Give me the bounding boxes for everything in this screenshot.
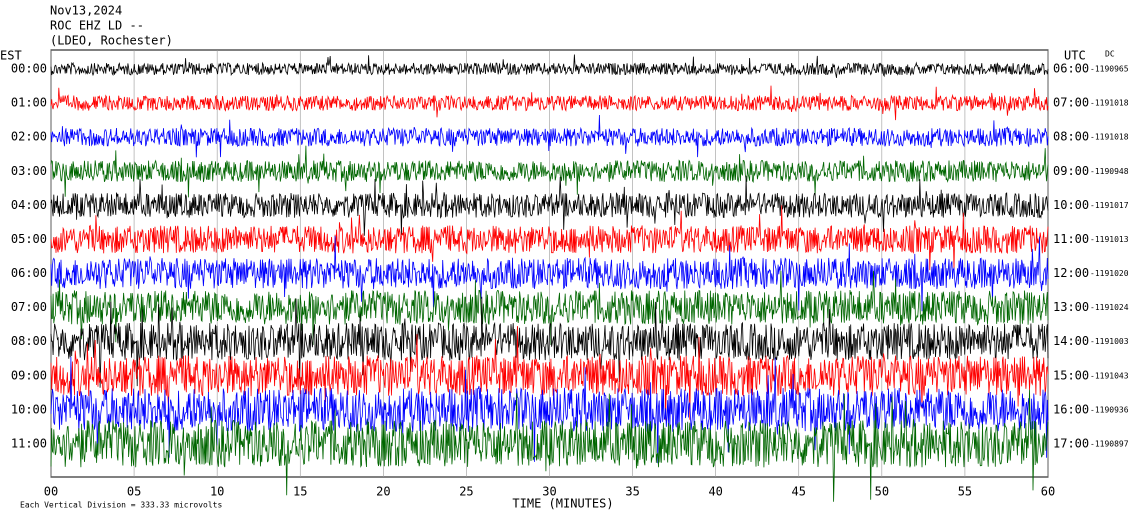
- seismic-trace: [50, 145, 1049, 198]
- seismic-trace: [50, 175, 1049, 236]
- est-label: 11:00: [11, 436, 47, 450]
- scale-note: Each Vertical Division = 333.33 microvol…: [20, 501, 222, 510]
- utc-label: 16:00: [1053, 402, 1089, 416]
- x-axis-label: TIME (MINUTES): [512, 497, 613, 511]
- utc-label: 13:00: [1053, 300, 1089, 314]
- dc-label: -1191020: [1090, 269, 1129, 278]
- seismic-trace: [50, 235, 1049, 312]
- dc-label: -1191017: [1090, 201, 1129, 210]
- seismic-trace: [50, 356, 1049, 464]
- utc-label: 17:00: [1053, 436, 1089, 450]
- utc-label: 06:00: [1053, 62, 1089, 76]
- utc-label: 14:00: [1053, 334, 1089, 348]
- dc-label: -1190936: [1090, 405, 1129, 414]
- x-tick-label: 30: [542, 485, 556, 499]
- left-axis-label: EST: [0, 49, 22, 63]
- station-label: (LDEO, Rochester): [50, 34, 173, 48]
- utc-label: 07:00: [1053, 96, 1089, 110]
- seismic-trace: [50, 114, 1049, 158]
- est-label: 05:00: [11, 232, 47, 246]
- x-tick-label: 10: [210, 485, 224, 499]
- est-label: 10:00: [11, 402, 47, 416]
- traces: [50, 54, 1049, 502]
- seismic-trace: [50, 270, 1049, 346]
- est-label: 09:00: [11, 368, 47, 382]
- x-tick-label: 45: [792, 485, 806, 499]
- x-tick-label: 15: [293, 485, 307, 499]
- utc-label: 12:00: [1053, 266, 1089, 280]
- est-label: 00:00: [11, 62, 47, 76]
- seismic-trace: [50, 325, 1049, 421]
- x-tick-label: 35: [625, 485, 639, 499]
- utc-label: 11:00: [1053, 232, 1089, 246]
- x-tick-label: 00: [44, 485, 58, 499]
- x-tick-label: 25: [459, 485, 473, 499]
- dc-label: -1191043: [1090, 371, 1129, 380]
- utc-label: 10:00: [1053, 198, 1089, 212]
- dc-label: -1190965: [1090, 65, 1129, 74]
- x-tick-label: 50: [875, 485, 889, 499]
- dc-label: -1191013: [1090, 235, 1129, 244]
- utc-label: 08:00: [1053, 130, 1089, 144]
- est-label: 06:00: [11, 266, 47, 280]
- est-label: 03:00: [11, 164, 47, 178]
- est-label: 07:00: [11, 300, 47, 314]
- est-label: 08:00: [11, 334, 47, 348]
- dc-label: -1191003: [1090, 337, 1129, 346]
- dc-label: -1191018: [1090, 99, 1129, 108]
- dc-label: DC: [1105, 50, 1115, 59]
- dc-label: -1191018: [1090, 133, 1129, 142]
- dc-label: -1190897: [1090, 439, 1129, 448]
- utc-label: 15:00: [1053, 368, 1089, 382]
- x-tick-label: 20: [376, 485, 390, 499]
- dc-label: -1191024: [1090, 303, 1129, 312]
- x-tick-label: 55: [958, 485, 972, 499]
- est-label: 04:00: [11, 198, 47, 212]
- dc-label: -1190948: [1090, 167, 1129, 176]
- est-label: 01:00: [11, 96, 47, 110]
- seismic-trace: [50, 54, 1049, 78]
- seismic-trace: [50, 205, 1049, 271]
- x-tick-label: 05: [127, 485, 141, 499]
- chart-subtitle: ROC EHZ LD --: [50, 19, 144, 33]
- seismic-trace: [50, 296, 1049, 388]
- x-tick-label: 60: [1041, 485, 1055, 499]
- utc-label: 09:00: [1053, 164, 1089, 178]
- seismic-trace: [50, 85, 1049, 121]
- est-label: 02:00: [11, 130, 47, 144]
- right-axis-label: UTC: [1064, 49, 1086, 63]
- seismic-trace: [50, 389, 1049, 502]
- chart-title: Nov13,2024: [50, 4, 122, 18]
- x-tick-label: 40: [708, 485, 722, 499]
